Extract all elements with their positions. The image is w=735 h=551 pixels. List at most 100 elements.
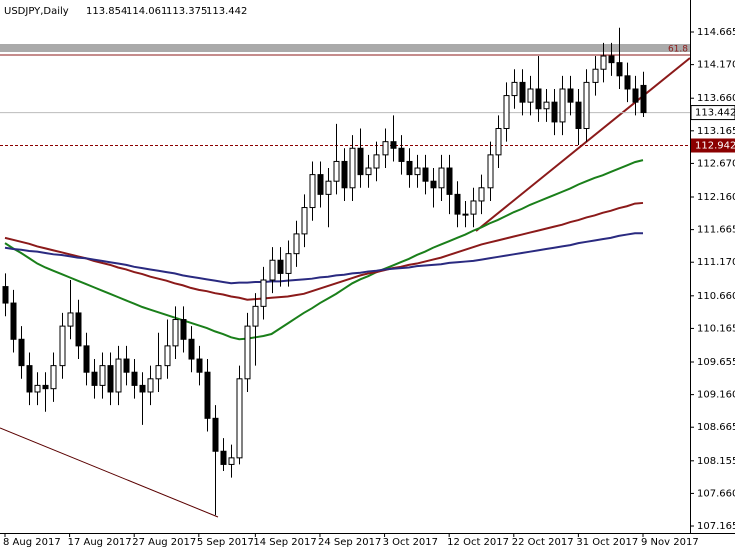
candle-body — [414, 167, 421, 176]
candle-body — [600, 55, 607, 70]
y-tick-label: 112.670 — [697, 158, 735, 169]
y-tick-label: 112.160 — [697, 192, 735, 203]
fib-label: 61.8 — [668, 45, 688, 55]
level-box — [691, 138, 735, 153]
candle-body — [462, 213, 469, 216]
candle-body — [188, 338, 195, 360]
x-tick-label: 5 Sep 2017 — [197, 537, 254, 548]
trendline-low — [0, 427, 219, 518]
candle-body — [535, 88, 542, 110]
x-tick-label: 22 Oct 2017 — [512, 537, 574, 548]
candle-body — [357, 147, 364, 176]
candle-body — [83, 345, 90, 373]
candle-body — [616, 62, 623, 77]
candle-body — [131, 371, 138, 386]
candle-body — [487, 154, 494, 189]
moving-average — [4, 232, 643, 285]
candle-body — [373, 154, 380, 169]
current-price-label: 113.442 — [695, 108, 735, 119]
candle-body — [624, 75, 631, 90]
candle-body — [406, 160, 413, 176]
candle-body — [50, 365, 57, 390]
candle-body — [172, 319, 179, 347]
current-price-box — [690, 105, 735, 121]
candle-body — [285, 253, 292, 274]
candle-body — [511, 81, 518, 97]
candle-body — [196, 358, 203, 373]
level-label: 112.942 — [695, 141, 735, 152]
y-tick-label: 109.655 — [697, 357, 735, 368]
candle-body — [382, 141, 389, 156]
candle-body — [204, 371, 211, 419]
candle-body — [608, 55, 615, 64]
candle-body — [640, 84, 647, 114]
candle-body — [26, 365, 33, 393]
candle-body — [454, 193, 461, 215]
candle-body — [575, 101, 582, 130]
candle-body — [495, 128, 502, 156]
candle-body — [317, 174, 324, 195]
candle-body — [212, 417, 219, 452]
candle-body — [123, 358, 130, 373]
candle-body — [470, 200, 477, 215]
y-tick-label: 110.165 — [697, 323, 735, 334]
candle-body — [244, 325, 251, 380]
candle-body — [220, 450, 227, 465]
candle-body — [398, 147, 405, 162]
y-tick-label: 110.660 — [697, 291, 735, 302]
x-tick-label: 27 Aug 2017 — [132, 537, 196, 548]
candle-body — [107, 365, 114, 393]
candle-body — [446, 167, 453, 195]
candle-body — [325, 180, 332, 195]
x-tick-label: 17 Aug 2017 — [68, 537, 132, 548]
candle-body — [147, 378, 154, 393]
plot — [0, 27, 690, 516]
y-tick-label: 113.165 — [697, 126, 735, 137]
y-tick-label: 108.155 — [697, 456, 735, 467]
candle-body — [236, 378, 243, 459]
x-tick-label: 31 Oct 2017 — [576, 537, 638, 548]
candle-body — [309, 174, 316, 209]
moving-average — [4, 159, 644, 341]
y-tick-label: 111.665 — [697, 225, 735, 236]
candle-body — [155, 365, 162, 380]
candle-body — [583, 81, 590, 130]
y-tick-label: 114.665 — [697, 27, 735, 38]
candle-body — [592, 68, 599, 83]
candle-body — [365, 167, 372, 176]
candle-body — [10, 302, 17, 340]
x-tick-label: 14 Sep 2017 — [253, 537, 316, 548]
candle-body — [2, 286, 9, 304]
header: USDJPY,Daily 113.854 114.061 113.375 113… — [4, 6, 247, 17]
candle-body — [438, 167, 445, 189]
candle-body — [91, 371, 98, 386]
y-tick-label: 109.160 — [697, 390, 735, 401]
candle-body — [18, 338, 25, 367]
candle-body — [349, 147, 356, 189]
candle-body — [567, 88, 574, 103]
candle-body — [559, 88, 566, 123]
candle-body — [99, 365, 106, 386]
candle-body — [293, 233, 300, 255]
candle-body — [333, 160, 340, 182]
symbol: USDJPY,Daily — [4, 6, 69, 17]
candle-body — [34, 384, 41, 393]
candle-body — [390, 141, 397, 149]
candle-body — [42, 384, 49, 390]
candle-body — [115, 358, 122, 393]
candle-body — [478, 187, 485, 202]
candle-body — [527, 88, 534, 103]
header-low: 113.375 — [166, 6, 207, 17]
header-high: 114.061 — [126, 6, 167, 17]
candle-body — [59, 325, 66, 367]
x-tick-label: 8 Aug 2017 — [3, 537, 61, 548]
candle-body — [503, 95, 510, 130]
candle-body — [519, 81, 526, 103]
candle-body — [422, 167, 429, 182]
y-tick-label: 107.660 — [697, 488, 735, 499]
x-tick-label: 3 Oct 2017 — [383, 537, 438, 548]
candle-body — [632, 88, 639, 103]
y-tick-label: 113.660 — [697, 93, 735, 104]
x-tick-label: 24 Sep 2017 — [318, 537, 381, 548]
